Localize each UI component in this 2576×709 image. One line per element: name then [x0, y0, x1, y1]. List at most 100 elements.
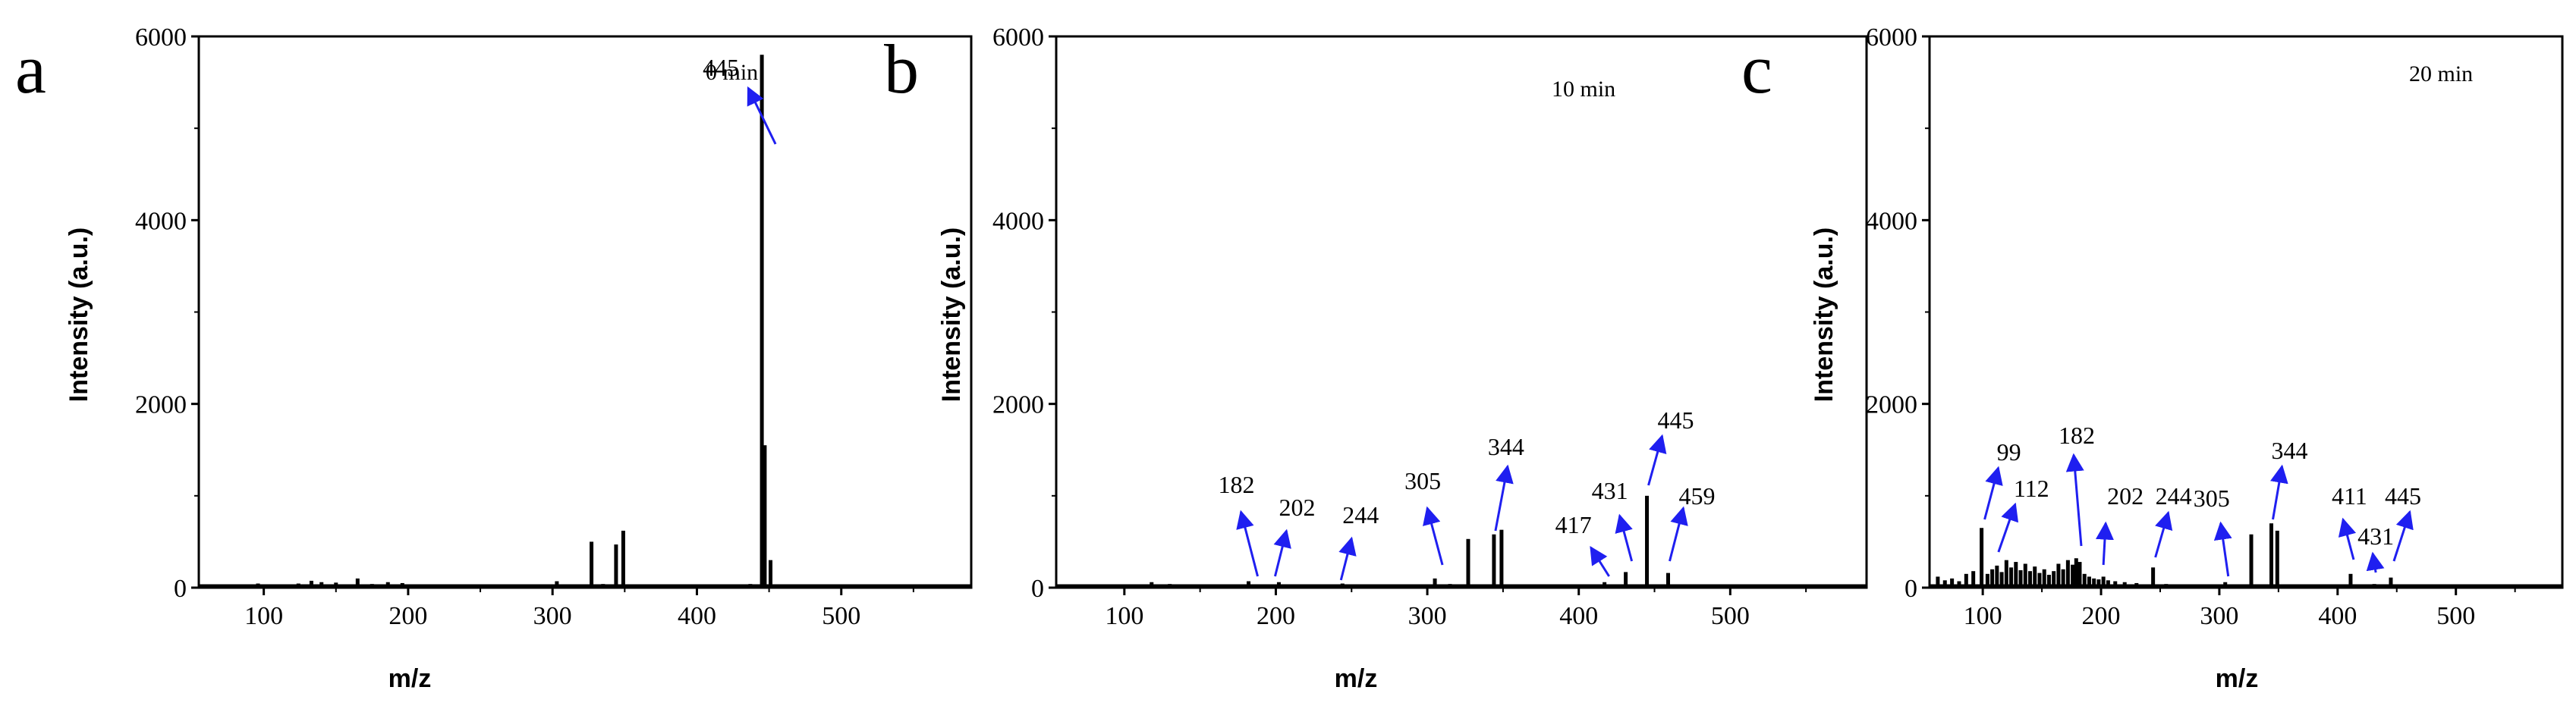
panel-c-peak-label: 411 [2332, 482, 2367, 510]
panel-c-peak-bar [2061, 569, 2065, 588]
panel-c-peak-bar [1964, 573, 1968, 588]
panel-c-peak-bar [2372, 584, 2376, 588]
panel-c-peak-bar [2046, 575, 2051, 588]
panel-c-peak-bar [2009, 567, 2014, 588]
panel-b-peak-bar [1577, 585, 1581, 588]
panel-a-peak-bar [536, 585, 540, 588]
panel-c-peak-bar [2004, 560, 2008, 588]
panel-c-peak-bar [1957, 581, 1961, 588]
panel-b-annotation-arrow [1236, 510, 1259, 577]
panel-b-peak-bar [1296, 585, 1301, 588]
panel-c-peak-bar [1995, 565, 1999, 588]
panel-c-peak-bar [2092, 578, 2096, 588]
panel-b-letter: b [884, 30, 919, 108]
panel-a-x-tick-label: 100 [244, 602, 283, 630]
panel-c-peak-label: 445 [2385, 482, 2421, 510]
panel-a-y-tick-label: 2000 [135, 391, 187, 419]
panel-c-peak-bar [2113, 581, 2118, 588]
panel-c-peak-label: 202 [2107, 482, 2144, 510]
panel-a-peak-bar [385, 582, 390, 588]
panel-b-time-label: 10 min [1552, 77, 1615, 102]
panel-b-peak-bar [1603, 582, 1607, 588]
panel-a-peak-bar [309, 580, 313, 588]
panel-b-peak-bar [1190, 585, 1195, 588]
panel-c-peak-bar [1936, 576, 1940, 588]
panel-c-peak-bar [2181, 584, 2186, 588]
panel-c-annotation-arrow [1983, 466, 2003, 520]
panel-a-peak-bar [614, 544, 618, 588]
panel-c-y-tick-label: 0 [1904, 575, 1917, 603]
panel-c-annotation-arrow [2338, 517, 2357, 560]
panel-c-annotation-arrow [2213, 521, 2232, 577]
panel-b-x-axis-label: m/z [1335, 664, 1378, 693]
panel-c-peak-label: 99 [1997, 438, 2021, 466]
panel-b-peak-bar [1492, 534, 1496, 588]
panel-a-annotation-arrow [747, 86, 777, 145]
panel-c-annotation-arrow [1997, 502, 2019, 553]
panel-b-plot-frame [1055, 35, 1868, 589]
panel-b-annotation-arrow [1338, 536, 1357, 581]
panel-b-peak-label: 344 [1488, 433, 1524, 460]
panel-a-x-tick-label: 400 [678, 602, 716, 630]
panel-a-peak-bar [334, 582, 338, 588]
panel-c-peak-bar [2249, 534, 2254, 588]
panel-a-peak-bar [221, 585, 225, 588]
panel-b-peak-bar [1266, 585, 1270, 588]
panel-c-peak-bar [2074, 558, 2078, 588]
panel-c-peak-bar [2389, 577, 2393, 588]
panel-c-x-axis-label: m/z [2216, 664, 2259, 693]
panel-b-annotation-arrow [1494, 464, 1514, 532]
panel-a-peak-bar [640, 585, 644, 588]
panel-b-peak-label: 305 [1404, 467, 1441, 494]
panel-c-peak-bar [2513, 586, 2518, 588]
panel-a-peak-bar [825, 585, 829, 588]
panel-a-y-axis-label: Intensity (a.u.) [64, 227, 93, 402]
panel-c-peak-bar [2077, 562, 2082, 588]
panel-c-peak-bar [2164, 584, 2169, 588]
panel-c-peak-bar [2418, 585, 2423, 588]
panel-c-peak-bar [2294, 585, 2298, 588]
panel-c-y-tick-label: 6000 [1866, 24, 1917, 52]
panel-a-peak-bar [355, 578, 360, 588]
panel-c-peak-bar [1971, 571, 1976, 588]
panel-b-peak-bar [1247, 581, 1251, 588]
panel-b-peak-label: 202 [1279, 494, 1315, 521]
panel-c-peak-bar [2205, 585, 2210, 588]
panel-b-peak-label: 244 [1342, 501, 1379, 529]
panel-b-peak-bar [1213, 584, 1218, 588]
panel-b-peak-bar [1466, 538, 1470, 588]
panel-a-peak-bar [569, 585, 574, 588]
panel-b-peak-bar [1150, 582, 1154, 588]
panel-a-peak-bar [276, 585, 281, 588]
panel-c-x-tick-label: 300 [2200, 602, 2238, 630]
panel-a-time-label: 0 min [706, 60, 758, 85]
panel-c-peak-bar [1999, 572, 2004, 588]
panel-c-time-label: 20 min [2409, 61, 2473, 86]
panel-c-peak-label: 344 [2272, 437, 2308, 464]
panel-c-peak-bar [2023, 563, 2027, 588]
panel-c-x-tick-label: 200 [2082, 602, 2121, 630]
panel-b-annotation-arrow [1647, 434, 1667, 486]
panel-c-peak-bar [2037, 573, 2042, 588]
panel-b-peak-bar [1665, 573, 1670, 588]
panel-a-peak-bar [868, 585, 873, 588]
panel-b-annotation-arrow [1590, 545, 1610, 577]
panel-a-peak-bar [555, 581, 559, 588]
panel-b-peak-bar [1499, 529, 1504, 588]
panel-c-peak-label: 112 [2014, 475, 2049, 502]
panel-b-chart: b 10 min Intensity (a.u.) m/z 100 200 300 4… [884, 24, 1868, 693]
panel-b-peak-bar [1276, 582, 1281, 588]
panel-a-peak-bar [911, 586, 916, 588]
panel-c-peak-bar [2042, 569, 2046, 588]
panel-c-peak-bar [2065, 560, 2070, 588]
panel-c-peak-bar [1985, 573, 1989, 588]
panel-c-peak-bar [1942, 580, 1947, 588]
panel-a-x-axis-label: m/z [388, 664, 432, 693]
panel-c-annotation-arrow [2392, 510, 2414, 562]
panel-c-peak-bar [2348, 573, 2353, 588]
panel-a-peak-bar [507, 585, 511, 588]
panel-c-peak-bar [2101, 576, 2106, 588]
panel-a-x-tick-label: 300 [533, 602, 572, 630]
panel-c-peak-bar [2096, 579, 2101, 588]
